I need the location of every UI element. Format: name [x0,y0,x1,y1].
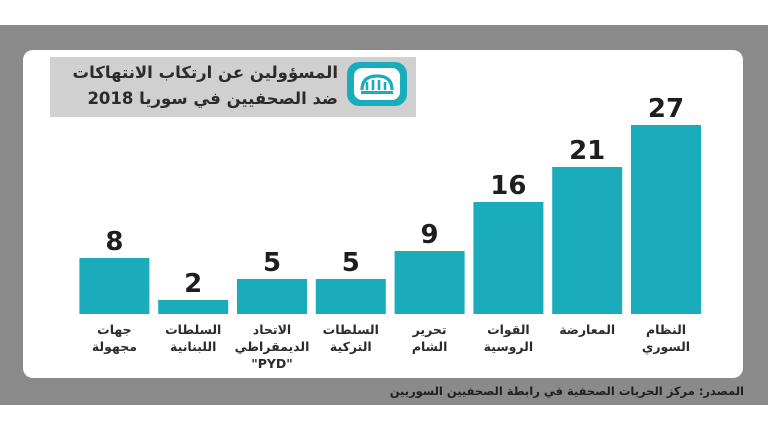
bar-6 [158,300,229,314]
category-label-5-line-2: "PYD" [251,356,293,371]
category-label-0-line-0: النظام [646,322,686,338]
bar-value-label-6: 2 [184,269,202,299]
bar-3 [394,251,465,314]
category-label-1-line-0: المعارضة [559,322,615,337]
category-label-6-line-0: السلطات [165,322,221,337]
category-label-6-line-1: اللبنانية [170,339,216,354]
category-label-0-line-1: السوري [642,339,690,354]
bar-value-label-5: 5 [263,248,281,278]
chart-title-line-1: المسؤولين عن ارتكاب الانتهاكات [72,63,339,82]
syrian-journalists-association-logo-icon [347,62,407,106]
bar-5 [237,279,307,314]
bar-1 [552,167,623,314]
chart-title-line-2: ضد الصحفيين في سوريا 2018 [87,89,338,108]
bar-7 [79,258,150,314]
category-label-4-line-1: التركية [330,339,372,354]
chart-title: المسؤولين عن ارتكاب الانتهاكات ضد الصحفي… [48,60,339,112]
category-label-7-line-1: مجهولة [92,339,137,354]
category-label-4-line-0: السلطات [323,322,379,337]
category-label-3-line-0: تحرير [412,322,447,337]
bar-value-label-0: 27 [648,94,684,124]
category-label-3-line-1: الشام [412,339,448,355]
bar-4 [315,279,386,314]
category-label-5-line-1: الديمقراطي [235,339,310,354]
bar-value-label-4: 5 [342,248,360,278]
source-note: المصدر: مركز الحريات الصحفية في رابطة ال… [389,384,744,398]
bar-0 [631,125,701,314]
category-label-2-line-1: الروسية [484,339,534,354]
bar-2 [473,202,544,314]
category-label-2-line-0: القوات [487,322,530,337]
bar-value-label-1: 21 [569,136,605,166]
category-label-5-line-0: الاتحاد [253,322,291,337]
category-label-7-line-0: جهات [97,322,132,337]
bar-value-label-2: 16 [490,171,526,201]
bar-value-label-3: 9 [421,220,439,250]
bar-value-label-7: 8 [105,227,123,257]
